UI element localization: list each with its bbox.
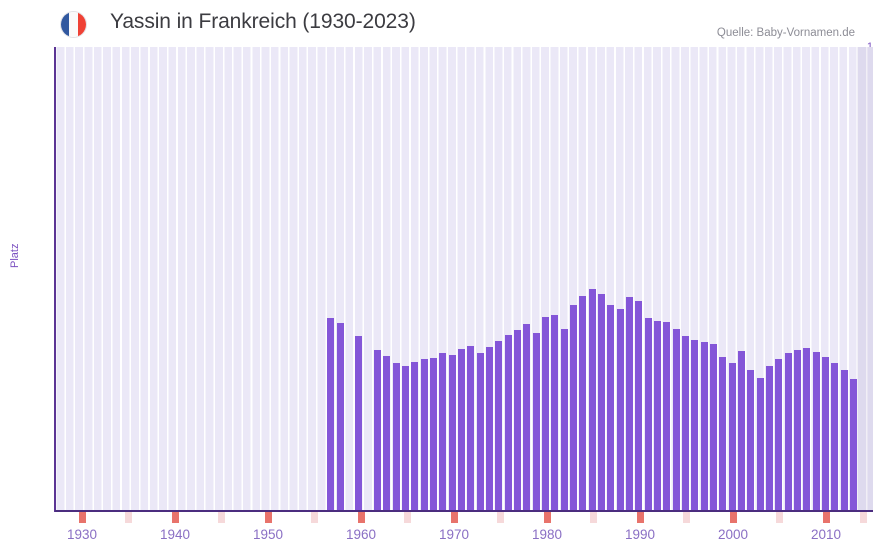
bar-2015[interactable] (813, 352, 820, 511)
bar-1974[interactable] (430, 358, 437, 511)
x-tick-label-2010: 2010 (810, 527, 842, 542)
x-tick-label-1950: 1950 (252, 527, 284, 542)
bar-1973[interactable] (421, 359, 428, 511)
bar-1995[interactable] (626, 297, 633, 511)
x-tick-mark-3 (218, 512, 225, 523)
bar-2018[interactable] (841, 370, 848, 511)
x-tick-mark-15 (776, 512, 783, 523)
bar-2001[interactable] (682, 336, 689, 511)
x-tick-label-1970: 1970 (438, 527, 470, 542)
x-tick-mark-12 (637, 512, 644, 523)
bar-1991[interactable] (589, 289, 596, 511)
bar-1969[interactable] (383, 356, 390, 511)
x-tick-label-1940: 1940 (159, 527, 191, 542)
bar-2011[interactable] (775, 359, 782, 511)
flag-stripe-white (69, 12, 78, 37)
bar-2008[interactable] (747, 370, 754, 511)
bar-1964[interactable] (337, 323, 344, 511)
bar-2002[interactable] (691, 340, 698, 511)
bar-1990[interactable] (579, 296, 586, 511)
x-tick-mark-4 (265, 512, 272, 523)
bar-1977[interactable] (458, 349, 465, 511)
bar-2003[interactable] (701, 342, 708, 511)
no-data-region (857, 47, 873, 511)
x-tick-mark-8 (451, 512, 458, 523)
x-tick-mark-1 (125, 512, 132, 523)
x-tick-mark-5 (311, 512, 318, 523)
x-tick-mark-6 (358, 512, 365, 523)
bar-1982[interactable] (505, 335, 512, 511)
x-tick-label-2000: 2000 (717, 527, 749, 542)
bar-1976[interactable] (449, 355, 456, 511)
bar-1999[interactable] (663, 322, 670, 511)
bar-2019[interactable] (850, 379, 857, 511)
x-tick-mark-11 (590, 512, 597, 523)
bar-2017[interactable] (831, 363, 838, 511)
x-tick-mark-2 (172, 512, 179, 523)
y-axis-line (54, 47, 56, 512)
chart-header: Yassin in Frankreich (1930-2023) Quelle:… (0, 0, 873, 47)
bar-1997[interactable] (645, 318, 652, 511)
x-tick-mark-16 (823, 512, 830, 523)
bar-2010[interactable] (766, 366, 773, 511)
x-tick-label-1960: 1960 (345, 527, 377, 542)
bar-2016[interactable] (822, 357, 829, 511)
bar-1963[interactable] (327, 318, 334, 511)
bar-1993[interactable] (607, 305, 614, 511)
bar-1985[interactable] (533, 333, 540, 511)
x-tick-mark-17 (860, 512, 867, 523)
bar-1971[interactable] (402, 366, 409, 511)
bar-2014[interactable] (803, 348, 810, 511)
flag-stripe-red (77, 12, 86, 37)
x-axis-line (55, 510, 873, 512)
bar-2000[interactable] (673, 329, 680, 511)
france-flag-icon (60, 11, 87, 38)
bar-2009[interactable] (757, 378, 764, 511)
bar-1978[interactable] (467, 346, 474, 511)
bar-1968[interactable] (374, 350, 381, 511)
bar-2004[interactable] (710, 344, 717, 511)
bar-2006[interactable] (729, 363, 736, 511)
bar-1966[interactable] (355, 336, 362, 511)
x-tick-mark-7 (404, 512, 411, 523)
bar-1975[interactable] (439, 353, 446, 511)
bar-1998[interactable] (654, 321, 661, 511)
bar-1970[interactable] (393, 363, 400, 511)
bar-2013[interactable] (794, 350, 801, 511)
x-tick-mark-10 (544, 512, 551, 523)
flag-stripe-blue (61, 12, 70, 37)
bar-1988[interactable] (561, 329, 568, 511)
bar-1986[interactable] (542, 317, 549, 511)
plot-area (55, 47, 873, 511)
bar-2005[interactable] (719, 357, 726, 511)
x-tick-label-1980: 1980 (531, 527, 563, 542)
x-tick-mark-9 (497, 512, 504, 523)
x-tick-mark-13 (683, 512, 690, 523)
bar-1996[interactable] (635, 301, 642, 511)
x-tick-mark-14 (730, 512, 737, 523)
bar-1984[interactable] (523, 324, 530, 511)
bar-2012[interactable] (785, 353, 792, 511)
x-tick-label-1930: 1930 (66, 527, 98, 542)
bar-1992[interactable] (598, 294, 605, 511)
bar-1989[interactable] (570, 305, 577, 511)
x-tick-mark-0 (79, 512, 86, 523)
bar-1980[interactable] (486, 347, 493, 511)
x-tick-label-1990: 1990 (624, 527, 656, 542)
y-axis-title: Platz (9, 243, 21, 268)
bar-1983[interactable] (514, 330, 521, 511)
bar-2007[interactable] (738, 351, 745, 511)
chart-title: Yassin in Frankreich (1930-2023) (110, 10, 416, 33)
bar-1979[interactable] (477, 353, 484, 511)
bar-1994[interactable] (617, 309, 624, 511)
bar-1972[interactable] (411, 362, 418, 511)
bar-1981[interactable] (495, 341, 502, 511)
source-attribution: Quelle: Baby-Vornamen.de (716, 27, 855, 39)
bar-1987[interactable] (551, 315, 558, 511)
